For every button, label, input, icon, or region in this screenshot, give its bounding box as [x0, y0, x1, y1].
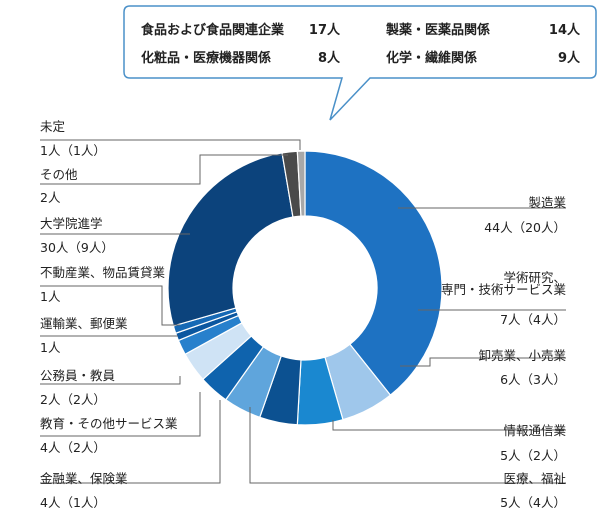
label-name-0: 製造業 — [528, 195, 566, 210]
label-name-3: 情報通信業 — [503, 423, 566, 438]
label-name-9: 不動産業、物品賃貸業 — [40, 265, 166, 280]
label-value-1: 7人（4人） — [500, 312, 566, 327]
slice-0 — [304, 150, 443, 396]
label-name-12: 未定 — [40, 119, 65, 134]
center-unit: % — [342, 304, 357, 322]
label-value-8: 1人 — [40, 340, 61, 355]
leader-lines — [40, 139, 566, 484]
label-name-8: 運輸業、郵便業 — [40, 316, 128, 331]
leader-3 — [332, 420, 566, 431]
label-name-6: 教育・その他サービス業 — [40, 416, 178, 431]
donut-slices — [167, 150, 443, 426]
label-value-2: 6人（3人） — [500, 372, 566, 387]
leader-4 — [249, 407, 566, 484]
label-name-line2-1: 専門・技術サービス業 — [441, 282, 567, 297]
leader-6 — [40, 392, 201, 437]
label-name-4: 医療、福祉 — [503, 471, 566, 486]
leader-12 — [40, 139, 301, 150]
leader-9 — [40, 285, 180, 326]
slice-12 — [296, 150, 306, 217]
callout-value-cosmetics: 8人 — [318, 50, 341, 66]
label-value-9: 1人 — [40, 289, 61, 304]
leader-7 — [40, 376, 181, 385]
callout-bubble: 食品および食品関連企業 17人 製薬・医薬品関係 14人 化粧品・医療機器関係 … — [123, 5, 597, 121]
label-value-6: 4人（2人） — [40, 440, 106, 455]
label-value-5: 4人（1人） — [40, 495, 106, 510]
label-name-11: その他 — [40, 167, 78, 182]
label-value-11: 2人 — [40, 190, 61, 205]
label-value-4: 5人（4人） — [500, 495, 566, 510]
leader-11 — [40, 154, 288, 185]
slice-labels: 製造業 44人（20人） 学術研究、専門・技術サービス業 7人（4人） 卸売業、小売業 6… — [40, 119, 566, 510]
center-title: 進路決定率 — [267, 262, 342, 280]
label-value-3: 5人（2人） — [500, 448, 566, 463]
leader-2 — [400, 357, 566, 367]
callout-name-chemical: 化学・繊維関係 — [386, 50, 477, 66]
leader-5 — [40, 400, 221, 484]
label-name-2: 卸売業、小売業 — [478, 348, 566, 363]
label-name-5: 金融業、保険業 — [40, 471, 128, 486]
label-name-line1-1: 学術研究、 — [503, 270, 566, 285]
label-name-10: 大学院進学 — [40, 216, 103, 231]
center-label: 進路決定率 99.1% — [255, 262, 357, 327]
callout-value-food: 17人 — [309, 22, 341, 38]
label-value-0: 44人（20人） — [484, 220, 566, 235]
label-value-10: 30人（9人） — [40, 240, 114, 255]
center-value: 99.1 — [255, 287, 339, 327]
callout-name-cosmetics: 化粧品・医療機器関係 — [141, 50, 271, 66]
callout-value-pharma: 14人 — [549, 22, 581, 38]
label-name-7: 公務員・教員 — [40, 368, 116, 383]
callout-name-pharma: 製薬・医薬品関係 — [385, 22, 490, 38]
center-rate: 99.1% — [255, 287, 357, 327]
callout-name-food: 食品および食品関連企業 — [141, 22, 285, 38]
callout-value-chemical: 9人 — [558, 50, 581, 66]
label-value-7: 2人（2人） — [40, 392, 106, 407]
label-value-12: 1人（1人） — [40, 143, 106, 158]
